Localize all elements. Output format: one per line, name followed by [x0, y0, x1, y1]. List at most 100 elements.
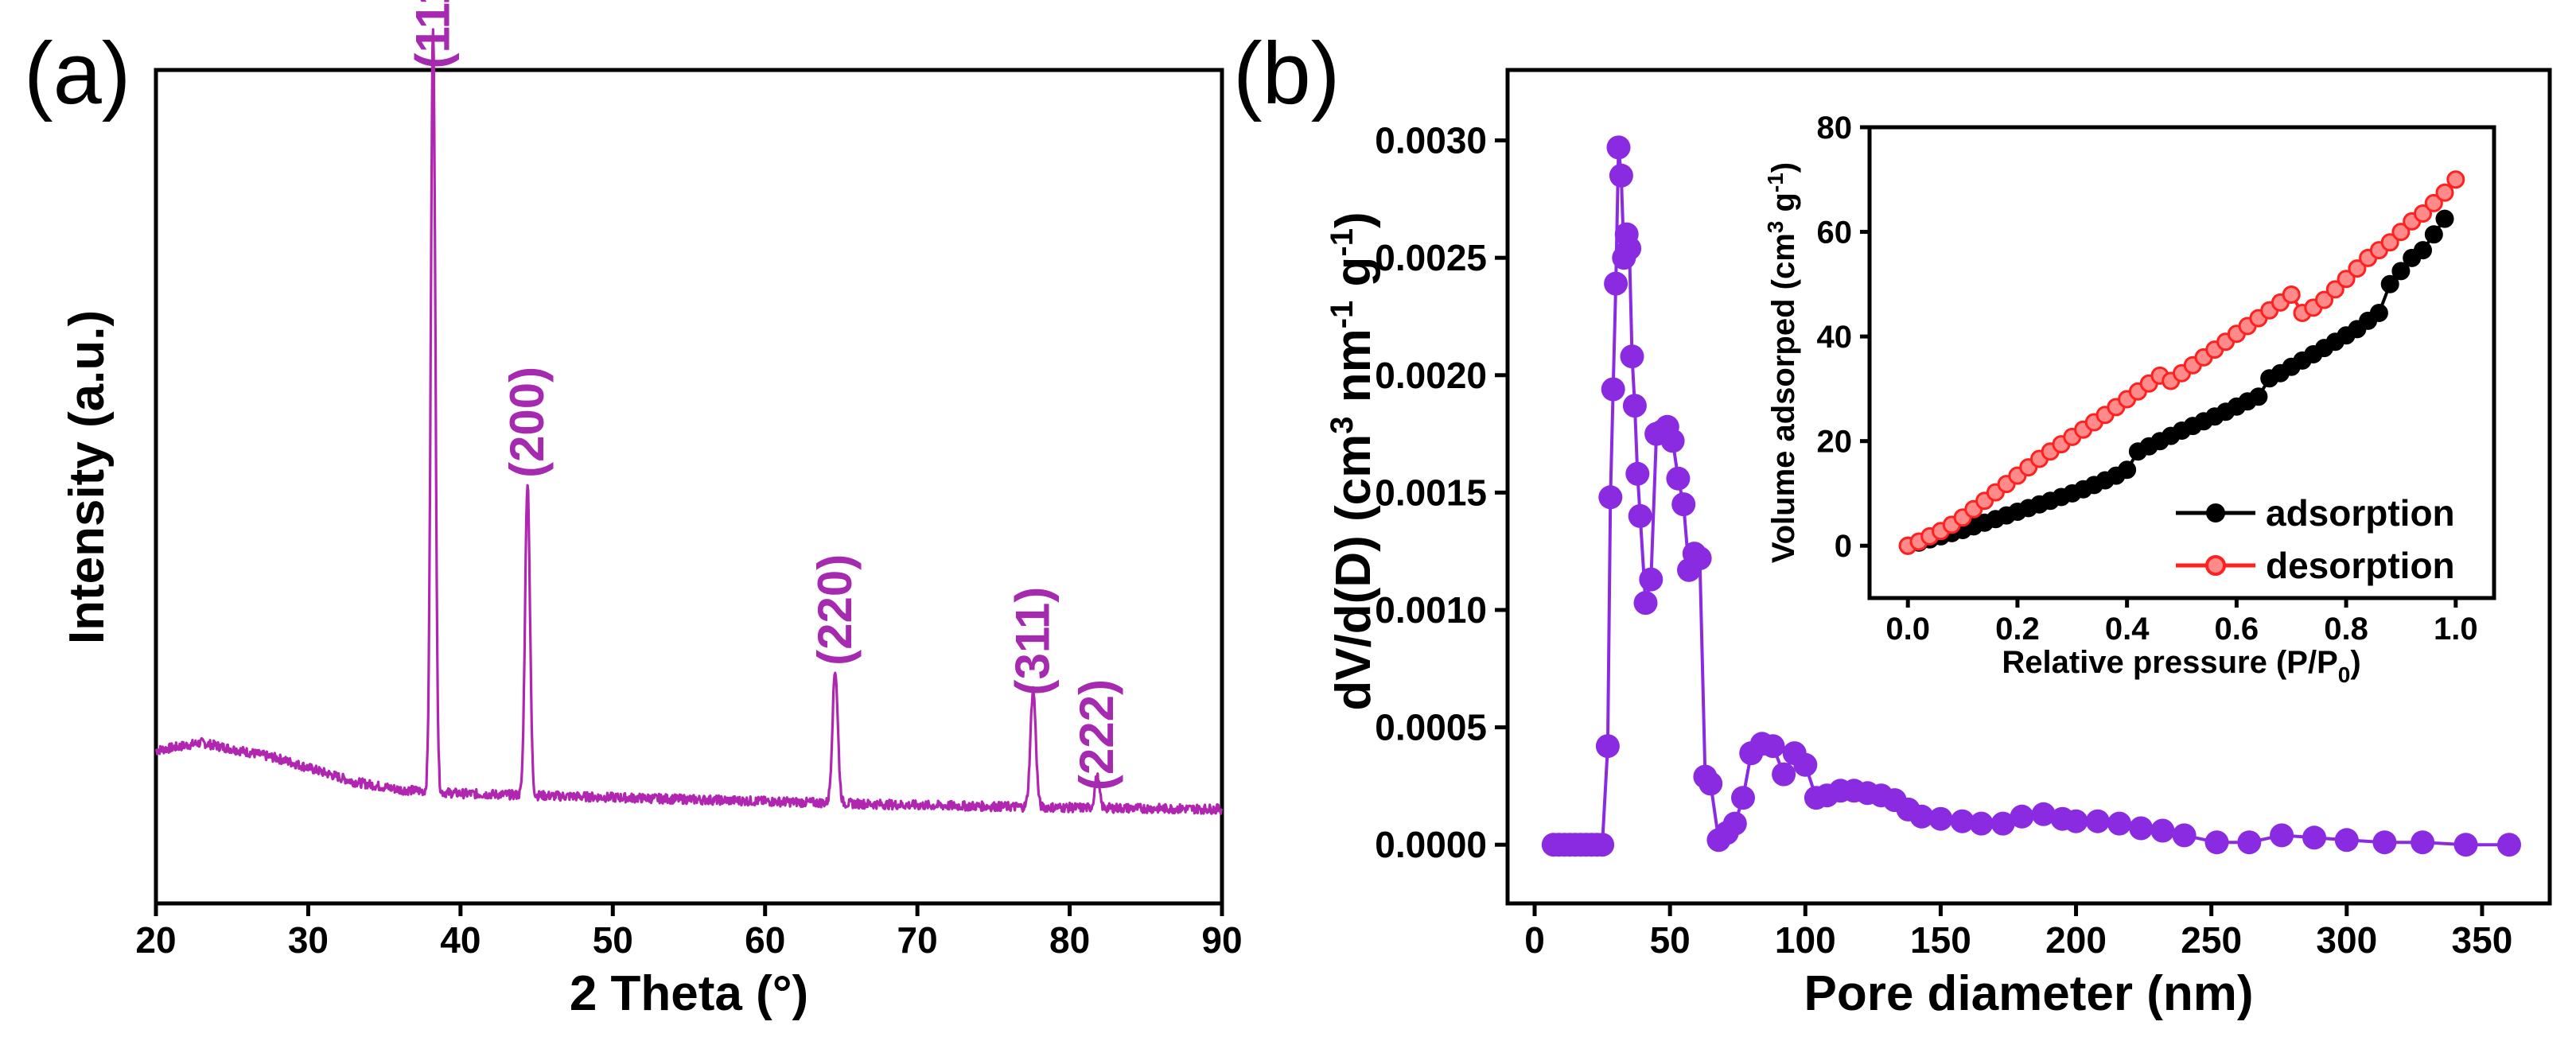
peak-label: (111) — [406, 0, 459, 68]
panel-a-x-tick-label: 30 — [288, 919, 329, 961]
panel-b-y-axis: 0.0000 0.0005 0.0010 0.0015 0.0020 0.0025 0.00… — [1375, 120, 1508, 865]
panel-b-x-tick-label: 250 — [2181, 919, 2242, 961]
pore-data-point — [2150, 818, 2175, 843]
inset-x-tick-label: 0.8 — [2324, 612, 2368, 647]
pore-data-point — [1793, 752, 1818, 777]
legend-desorption-label: desorption — [2266, 545, 2455, 586]
panel-b-x-tick-label: 100 — [1775, 919, 1836, 961]
xrd-pattern-line — [154, 28, 1224, 815]
inset-x-title-part: ) — [2350, 645, 2360, 680]
panel-b-y-tick-label: 0.0010 — [1375, 589, 1487, 631]
pore-data-point — [1622, 394, 1647, 418]
panel-a-y-axis-title: Intensity (a.u.) — [60, 310, 115, 644]
peak-label: (220) — [808, 554, 862, 666]
inset-y-title-sup: 3 — [1763, 221, 1788, 234]
panel-b-y-title-sup: -1 — [1325, 301, 1360, 329]
panel-a-x-tick-label: 60 — [745, 919, 785, 961]
desorption-points — [1898, 170, 2465, 555]
panel-a-peak-labels: (111) (200) (220) (311)(222) — [406, 0, 1123, 790]
panel-a-plot-frame — [154, 68, 1224, 906]
inset-y-axis-title: Volume adsorped (cm3 g-1) — [1763, 162, 1801, 563]
pore-data-point — [1772, 762, 1796, 787]
desorption-data-point — [2446, 170, 2465, 189]
pore-data-point — [2453, 833, 2478, 857]
pore-data-point — [2302, 825, 2326, 850]
inset-x-title-sub: 0 — [2338, 662, 2351, 687]
panel-a-x-tick-label: 40 — [440, 919, 481, 961]
panel-b-y-tick-label: 0.0000 — [1375, 824, 1487, 865]
panel-b-plot-frame — [1505, 68, 2552, 906]
inset-y-title-sup: -1 — [1763, 173, 1788, 192]
inset-y-title-part: Volume adsorped (cm — [1766, 233, 1801, 563]
legend-adsorption-marker — [2206, 503, 2225, 522]
panel-b-pore-chart: (b) 0 50 100 150 200 250 300 350 0.00000.00050.… — [1233, 25, 2552, 1021]
panel-a-x-axis: 20 30 40 50 60 70 80 90 — [135, 903, 1243, 961]
pore-data-point — [1761, 734, 1785, 759]
pore-distribution-points — [1541, 135, 2521, 857]
pore-data-point — [2497, 833, 2521, 857]
pore-data-point — [1671, 492, 1696, 517]
panel-b-y-title-part: dV/d(D) (cm — [1326, 434, 1381, 711]
pore-data-point — [2204, 830, 2229, 855]
panel-b-y-tick-label: 0.0005 — [1375, 707, 1487, 748]
legend-adsorption-label: adsorption — [2266, 492, 2455, 534]
pore-data-point — [1950, 809, 1975, 833]
desorption-data-point — [2348, 259, 2367, 278]
panel-b-y-title-sup: 3 — [1325, 417, 1360, 434]
panel-a-xrd-chart: (a) 20 30 40 50 60 70 80 90 (111) (200) (220) (311… — [24, 0, 1243, 1021]
pore-data-point — [1628, 503, 1652, 528]
inset-y-tick-label: 0 — [1835, 529, 1852, 564]
inset-y-tick-label: 20 — [1817, 425, 1853, 460]
pore-data-point — [1604, 271, 1628, 296]
adsorption-data-point — [2414, 241, 2432, 260]
pore-data-point — [1598, 485, 1623, 510]
panel-b-x-tick-label: 50 — [1650, 919, 1691, 961]
panel-b-y-tick-label: 0.0030 — [1375, 120, 1487, 161]
adsorption-data-point — [2435, 209, 2454, 228]
inset-x-tick-label: 0.2 — [1995, 612, 2040, 647]
pore-data-point — [1660, 429, 1685, 453]
pore-data-point — [1928, 806, 1953, 831]
panel-b-y-tick-label: 0.0025 — [1375, 237, 1487, 278]
pore-data-point — [1625, 461, 1650, 486]
pore-data-point — [1909, 804, 1934, 829]
peak-label: (200) — [500, 367, 554, 478]
panel-a-x-tick-label: 90 — [1201, 919, 1242, 961]
adsorption-data-point — [2249, 387, 2268, 406]
pore-data-point — [1620, 344, 1644, 369]
pore-data-point — [2172, 823, 2197, 848]
adsorption-data-point — [2380, 274, 2399, 293]
panel-a-x-tick-label: 20 — [135, 919, 176, 961]
inset-y-tick-label: 60 — [1817, 216, 1853, 251]
inset-x-axis: 0.0 0.2 0.4 0.6 0.8 1.0 — [1885, 598, 2478, 647]
pore-data-point — [2237, 830, 2262, 855]
pore-data-point — [1617, 236, 1642, 261]
panel-b-y-tick-label: 0.0015 — [1375, 472, 1487, 513]
adsorption-data-point — [2369, 304, 2388, 322]
pore-data-point — [2129, 816, 2154, 841]
panel-b-x-tick-label: 350 — [2452, 919, 2513, 961]
inset-x-tick-label: 1.0 — [2434, 612, 2478, 647]
pore-data-point — [2085, 809, 2110, 833]
desorption-data-point — [2424, 193, 2443, 212]
pore-data-point — [2334, 828, 2359, 853]
pore-data-point — [2010, 804, 2034, 829]
inset-x-title-part: Relative pressure (P/P — [2002, 645, 2337, 680]
panel-b-y-title-part: g — [1326, 257, 1381, 301]
inset-x-tick-label: 0.4 — [2105, 612, 2150, 647]
inset-y-title-part: g — [1766, 192, 1801, 221]
panel-a-x-axis-title: 2 Theta (°) — [570, 966, 808, 1021]
inset-x-axis-title: Relative pressure (P/P0) — [2002, 645, 2360, 687]
panel-a-x-tick-label: 70 — [897, 919, 938, 961]
panel-b-y-title-part: nm — [1326, 328, 1381, 416]
inset-x-tick-label: 0.0 — [1885, 612, 1930, 647]
pore-data-point — [1639, 567, 1664, 592]
pore-data-point — [1969, 811, 1994, 836]
panel-a-label: (a) — [24, 25, 130, 122]
desorption-data-point — [2315, 290, 2333, 309]
pore-data-point — [1731, 786, 1755, 810]
pore-data-point — [1687, 546, 1712, 570]
pore-data-point — [1601, 377, 1625, 402]
pore-data-point — [1722, 811, 1747, 836]
